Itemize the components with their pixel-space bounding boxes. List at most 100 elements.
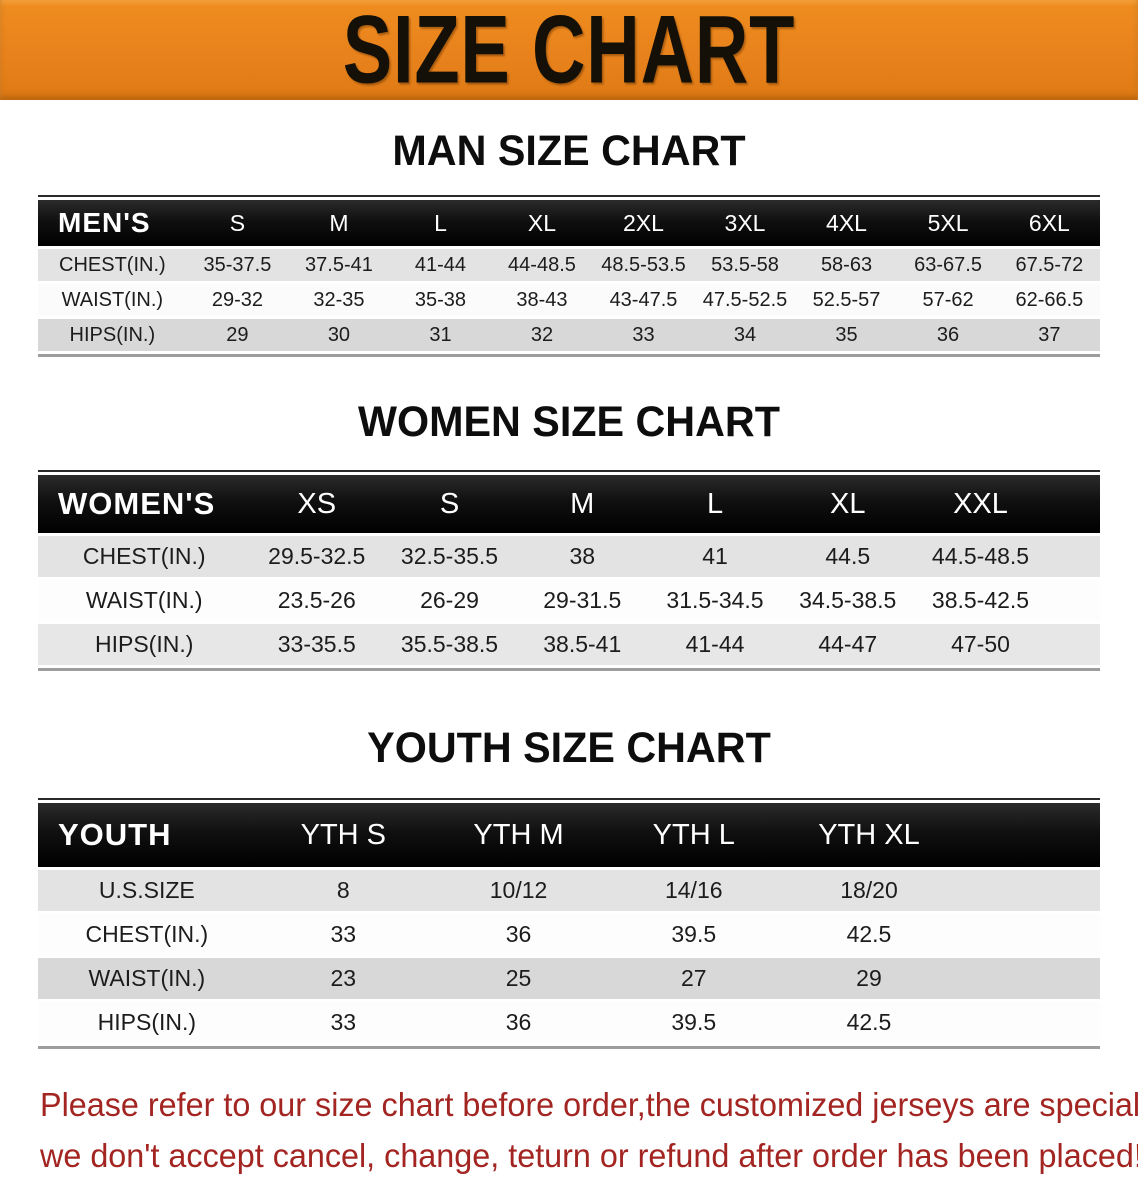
size-value-cell: 35: [835, 323, 858, 346]
size-value-cell: 37.5-41: [305, 253, 373, 276]
size-value-cell: 33-35.5: [277, 631, 356, 657]
size-value-cell: 62-66.5: [1015, 288, 1084, 311]
men-header-row: MEN'S S M L XL 2XL 3XL 4XL 5XL 6XL: [38, 200, 1100, 246]
size-value-cell: 38.5-41: [543, 631, 622, 657]
size-value-cell: 29-31.5: [543, 587, 622, 613]
row-filler: [957, 914, 1100, 955]
size-value-cell: 41-44: [414, 253, 467, 276]
row-filler: [957, 870, 1100, 911]
size-value-cell: 41-44: [685, 631, 745, 657]
men-size-header: 2XL: [592, 200, 695, 246]
row-filler: [1047, 536, 1100, 577]
women-size-header: L: [648, 475, 782, 533]
row-filler: [957, 1002, 1100, 1043]
women-chest-row: CHEST(IN.) 29.5-32.5 32.5-35.5 38 41 44.…: [38, 536, 1100, 577]
row-label: HIPS(IN.): [69, 323, 156, 346]
youth-size-header: YTH M: [430, 803, 607, 867]
size-value-cell: 43-47.5: [609, 288, 678, 311]
header-filler: [1046, 475, 1100, 533]
size-value-cell: 25: [505, 965, 532, 991]
size-value-cell: 26-29: [420, 587, 479, 613]
size-value-cell: 36: [505, 1009, 532, 1035]
men-chest-row: CHEST(IN.) 35-37.5 37.5-41 41-44 44-48.5…: [38, 249, 1100, 281]
row-label: WAIST(IN.): [85, 587, 203, 613]
row-label: HIPS(IN.): [95, 631, 194, 657]
size-value-cell: 58-63: [820, 253, 873, 276]
youth-ussize-row: U.S.SIZE 8 10/12 14/16 18/20: [38, 870, 1100, 911]
size-value-cell: 44-48.5: [508, 253, 576, 276]
men-size-header: 3XL: [694, 200, 796, 246]
women-header-row: WOMEN'S XS S M L XL XXL: [38, 475, 1100, 533]
women-size-header: S: [383, 475, 516, 533]
size-value-cell: 27: [680, 965, 707, 991]
size-value-cell: 30: [327, 323, 351, 346]
women-section-heading: WOMEN SIZE CHART: [358, 398, 780, 446]
size-value-cell: 29: [856, 965, 882, 991]
youth-size-header: YTH S: [255, 803, 431, 867]
size-value-cell: 48.5-53.5: [601, 253, 686, 276]
size-value-cell: 10/12: [489, 877, 548, 903]
men-size-header: XL: [491, 200, 593, 246]
size-value-cell: 53.5-58: [711, 253, 779, 276]
man-section-heading: MAN SIZE CHART: [392, 127, 746, 175]
men-size-header: 4XL: [795, 200, 898, 246]
row-label: CHEST(IN.): [85, 921, 209, 947]
size-value-cell: 23.5-26: [277, 587, 356, 613]
row-filler: [1047, 580, 1100, 621]
men-size-header: S: [186, 200, 289, 246]
size-value-cell: 47.5-52.5: [702, 288, 788, 311]
row-label: WAIST(IN.): [61, 288, 164, 311]
youth-chest-row: CHEST(IN.) 33 36 39.5 42.5: [38, 914, 1100, 955]
women-size-header: XL: [781, 475, 915, 533]
size-value-cell: 31: [429, 323, 452, 346]
women-size-header: M: [515, 475, 649, 533]
header-filler: [956, 803, 1100, 867]
size-value-cell: 29-32: [211, 288, 263, 311]
men-corner-label: MEN'S: [38, 200, 187, 246]
size-chart-banner: SIZE CHART: [0, 0, 1138, 100]
men-waist-row: WAIST(IN.) 29-32 32-35 35-38 38-43 43-47…: [38, 284, 1100, 316]
men-size-header: M: [288, 200, 390, 246]
men-size-header: 5XL: [897, 200, 999, 246]
women-size-header: XXL: [914, 475, 1047, 533]
size-value-cell: 33: [632, 323, 655, 346]
men-size-header: 6XL: [998, 200, 1100, 246]
men-size-table: MEN'S S M L XL 2XL 3XL 4XL 5XL 6XL CHEST…: [38, 197, 1100, 354]
row-filler: [1047, 624, 1100, 665]
youth-size-table-wrap: YOUTH YTH S YTH M YTH L YTH XL U.S.SIZE …: [38, 798, 1100, 1049]
youth-hips-row: HIPS(IN.) 33 36 39.5 42.5: [38, 1002, 1100, 1043]
size-value-cell: 47-50: [951, 631, 1010, 657]
women-hips-row: HIPS(IN.) 33-35.5 35.5-38.5 38.5-41 41-4…: [38, 624, 1100, 665]
women-waist-row: WAIST(IN.) 23.5-26 26-29 29-31.5 31.5-34…: [38, 580, 1100, 621]
size-value-cell: 42.5: [846, 921, 892, 947]
size-value-cell: 32-35: [313, 288, 365, 311]
size-value-cell: 39.5: [671, 1009, 717, 1035]
size-value-cell: 8: [336, 877, 350, 903]
men-size-header: L: [389, 200, 492, 246]
youth-size-header: YTH L: [606, 803, 782, 867]
youth-header-row: YOUTH YTH S YTH M YTH L YTH XL: [38, 803, 1100, 867]
size-value-cell: 29: [226, 323, 249, 346]
disclaimer-note: Please refer to our size chart before or…: [40, 1079, 1138, 1181]
disclaimer-line-2: we don't accept cancel, change, teturn o…: [40, 1137, 1138, 1175]
size-value-cell: 38: [569, 543, 596, 569]
row-label: HIPS(IN.): [97, 1009, 197, 1035]
banner-title: SIZE CHART: [342, 0, 796, 104]
size-value-cell: 36: [936, 323, 960, 346]
women-size-table: WOMEN'S XS S M L XL XXL CHEST(IN.) 29.5-…: [38, 472, 1100, 668]
women-size-header: XS: [250, 475, 384, 533]
youth-corner-label: YOUTH: [38, 803, 256, 867]
size-value-cell: 32: [530, 323, 554, 346]
size-value-cell: 18/20: [840, 877, 898, 903]
men-size-table-wrap: MEN'S S M L XL 2XL 3XL 4XL 5XL 6XL CHEST…: [38, 195, 1100, 357]
size-value-cell: 34.5-38.5: [799, 587, 897, 613]
size-value-cell: 37: [1038, 323, 1061, 346]
women-size-table-wrap: WOMEN'S XS S M L XL XXL CHEST(IN.) 29.5-…: [38, 470, 1100, 671]
size-value-cell: 44-47: [818, 631, 878, 657]
youth-section-heading: YOUTH SIZE CHART: [367, 724, 771, 772]
size-value-cell: 67.5-72: [1015, 253, 1084, 276]
size-value-cell: 34: [733, 323, 757, 346]
size-value-cell: 35.5-38.5: [400, 631, 499, 657]
size-value-cell: 31.5-34.5: [666, 587, 764, 613]
women-corner-label: WOMEN'S: [38, 475, 251, 533]
